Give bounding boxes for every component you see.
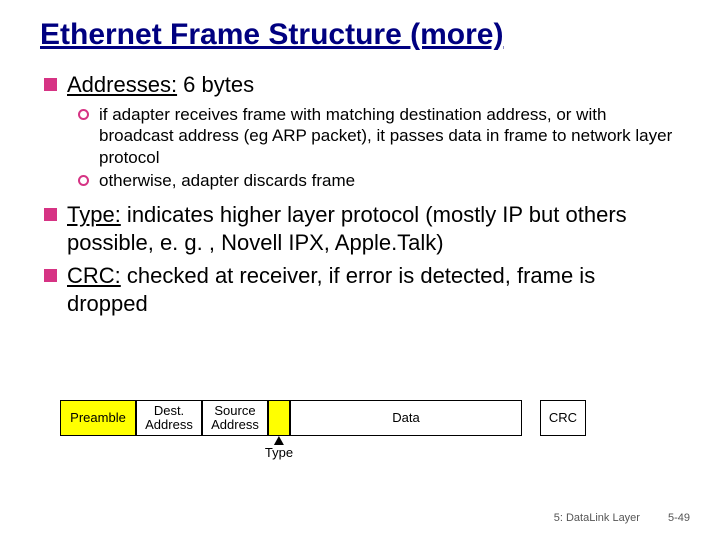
bullet-text: Type: indicates higher layer protocol (m… (67, 201, 680, 256)
sub-bullet-text: if adapter receives frame with matching … (99, 104, 680, 168)
frame-cell (522, 400, 540, 436)
bullet-addresses: Addresses: 6 bytes (44, 71, 680, 99)
bullet-type: Type: indicates higher layer protocol (m… (44, 201, 680, 256)
circle-bullet-icon (78, 109, 89, 120)
arrow-up-icon (274, 436, 284, 445)
footer-chapter: 5: DataLink Layer (554, 512, 640, 524)
bullet-text: CRC: checked at receiver, if error is de… (67, 262, 680, 317)
term-type: Type: (67, 202, 121, 227)
frame-cell: CRC (540, 400, 586, 436)
frame-cell: Preamble (60, 400, 136, 436)
bullet-text: Addresses: 6 bytes (67, 71, 254, 99)
sub-bullet-1: if adapter receives frame with matching … (78, 104, 680, 168)
slide-title: Ethernet Frame Structure (more) (40, 18, 680, 53)
rest-crc: checked at receiver, if error is detecte… (67, 263, 595, 316)
term-addresses: Addresses: (67, 72, 177, 97)
square-bullet-icon (44, 78, 57, 91)
frame-cell: Source Address (202, 400, 268, 436)
term-crc: CRC: (67, 263, 121, 288)
bullet-list: Addresses: 6 bytes if adapter receives f… (44, 71, 680, 318)
frame-diagram: PreambleDest. AddressSource Address Data C… (60, 400, 660, 436)
type-pointer: Type (265, 436, 293, 460)
square-bullet-icon (44, 269, 57, 282)
bullet-crc: CRC: checked at receiver, if error is de… (44, 262, 680, 317)
slide: Ethernet Frame Structure (more) Addresse… (0, 0, 720, 540)
frame-cell: Dest. Address (136, 400, 202, 436)
frame-cell (268, 400, 290, 436)
frame-cell: Data (290, 400, 522, 436)
rest-type: indicates higher layer protocol (mostly … (67, 202, 627, 255)
footer-page: 5-49 (668, 512, 690, 524)
frame-row: PreambleDest. AddressSource Address Data C… (60, 400, 660, 436)
type-pointer-label: Type (265, 445, 293, 460)
slide-footer: 5: DataLink Layer 5-49 (554, 512, 690, 524)
sub-bullet-group: if adapter receives frame with matching … (78, 104, 680, 191)
sub-bullet-2: otherwise, adapter discards frame (78, 170, 680, 191)
circle-bullet-icon (78, 175, 89, 186)
square-bullet-icon (44, 208, 57, 221)
sub-bullet-text: otherwise, adapter discards frame (99, 170, 355, 191)
rest-addresses: 6 bytes (177, 72, 254, 97)
